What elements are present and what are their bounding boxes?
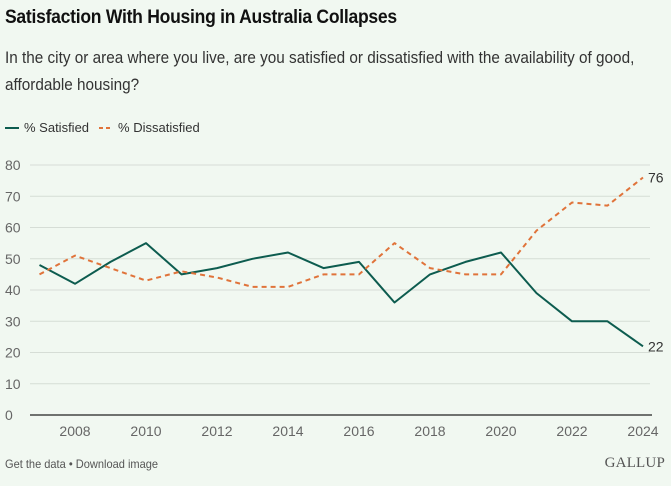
- dissatisfied-line: [39, 176, 644, 288]
- x-tick-label: 2024: [627, 423, 658, 439]
- dissatisfied-end-label: 76: [648, 170, 664, 186]
- y-tick-label: 10: [5, 376, 21, 392]
- x-tick-label: 2022: [556, 423, 587, 439]
- satisfied-line: [39, 242, 644, 348]
- x-tick-label: 2014: [272, 423, 303, 439]
- legend-item-dissatisfied: % Dissatisfied: [99, 120, 200, 135]
- gridlines: [30, 164, 652, 416]
- y-tick-label: 30: [5, 313, 21, 329]
- x-tick-label: 2018: [414, 423, 445, 439]
- y-tick-label: 40: [5, 282, 21, 298]
- footer-links: Get the data • Download image: [5, 457, 158, 471]
- legend-item-satisfied: % Satisfied: [5, 120, 89, 135]
- chart-subtitle: In the city or area where you live, are …: [5, 48, 635, 94]
- y-tick-label: 60: [5, 220, 21, 236]
- x-tick-label: 2008: [59, 423, 90, 439]
- y-tick-label: 0: [5, 407, 13, 423]
- satisfied-end-label: 22: [648, 338, 664, 354]
- x-axis-ticks: 2008 2010 2012 2014 2016 2018 2020 2022 2024: [59, 423, 658, 439]
- download-image-link[interactable]: Download image: [75, 457, 159, 471]
- chart-title: Satisfaction With Housing in Australia C…: [5, 6, 397, 28]
- y-tick-label: 80: [5, 157, 21, 173]
- x-tick-label: 2020: [485, 423, 516, 439]
- y-tick-label: 50: [5, 251, 21, 267]
- y-axis-ticks: 0 10 20 30 40 50 60 70 80: [5, 157, 21, 423]
- y-tick-label: 20: [5, 345, 21, 361]
- y-tick-label: 70: [5, 188, 21, 204]
- legend: % Satisfied % Dissatisfied: [5, 120, 210, 135]
- x-tick-label: 2010: [130, 423, 161, 439]
- legend-swatch-dashed-icon: [99, 126, 114, 129]
- series-lines: [39, 176, 644, 348]
- separator-dot: •: [68, 457, 73, 471]
- legend-swatch-solid-icon: [5, 126, 19, 129]
- gallup-logo: GALLUP: [604, 455, 665, 471]
- legend-label: % Dissatisfied: [118, 120, 200, 135]
- get-data-link[interactable]: Get the data: [5, 457, 66, 471]
- x-tick-label: 2012: [201, 423, 232, 439]
- end-labels: 22 76: [648, 170, 664, 355]
- legend-label: % Satisfied: [24, 120, 90, 135]
- x-tick-label: 2016: [343, 423, 374, 439]
